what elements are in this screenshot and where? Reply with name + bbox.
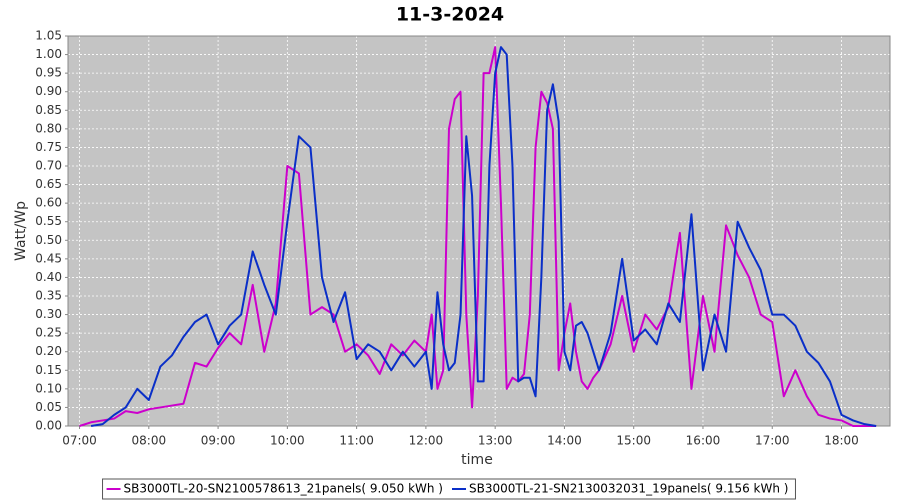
x-tick-label: 07:00 bbox=[62, 434, 97, 448]
y-tick-label: 0.75 bbox=[35, 140, 62, 154]
y-tick-label: 0.05 bbox=[35, 400, 62, 414]
y-tick-label: 0.85 bbox=[35, 103, 62, 117]
x-tick-label: 08:00 bbox=[132, 434, 167, 448]
legend: SB3000TL-20-SN2100578613_21panels( 9.050… bbox=[102, 478, 796, 500]
y-tick-label: 0.15 bbox=[35, 363, 62, 377]
x-tick-label: 12:00 bbox=[409, 434, 444, 448]
series-line bbox=[79, 46, 877, 427]
x-tick-label: 16:00 bbox=[686, 434, 721, 448]
y-tick-label: 0.95 bbox=[35, 66, 62, 80]
y-tick-label: 0.60 bbox=[35, 196, 62, 210]
y-tick-label: 0.00 bbox=[35, 419, 62, 433]
chart-title: 11-3-2024 bbox=[396, 4, 504, 26]
y-tick-label: 0.80 bbox=[35, 121, 62, 135]
y-tick-label: 0.90 bbox=[35, 84, 62, 98]
x-tick-label: 14:00 bbox=[547, 434, 582, 448]
y-tick-label: 0.40 bbox=[35, 270, 62, 284]
y-tick-label: 0.35 bbox=[35, 289, 62, 303]
x-tick-label: 17:00 bbox=[755, 434, 790, 448]
x-tick-label: 15:00 bbox=[616, 434, 651, 448]
y-tick-label: 0.25 bbox=[35, 326, 62, 340]
y-tick-label: 0.20 bbox=[35, 344, 62, 358]
x-tick-label: 11:00 bbox=[339, 434, 374, 448]
y-tick-label: 0.30 bbox=[35, 307, 62, 321]
y-tick-label: 0.50 bbox=[35, 233, 62, 247]
y-tick-label: 1.05 bbox=[35, 29, 62, 43]
y-tick-label: 0.65 bbox=[35, 177, 62, 191]
y-tick-label: 0.45 bbox=[35, 251, 62, 265]
legend-box bbox=[102, 478, 796, 500]
x-tick-label: 13:00 bbox=[478, 434, 513, 448]
x-axis-label: time bbox=[461, 452, 493, 468]
x-tick-label: 10:00 bbox=[270, 434, 305, 448]
y-axis-label: Watt/Wp bbox=[13, 201, 29, 261]
y-tick-label: 1.00 bbox=[35, 47, 62, 61]
legend-label: SB3000TL-20-SN2100578613_21panels( 9.050… bbox=[124, 482, 443, 496]
y-tick-label: 0.55 bbox=[35, 214, 62, 228]
legend-label: SB3000TL-21-SN2130032031_19panels( 9.156… bbox=[469, 482, 788, 496]
x-tick-label: 09:00 bbox=[201, 434, 236, 448]
plot-border bbox=[67, 35, 891, 427]
y-tick-label: 0.10 bbox=[35, 381, 62, 395]
y-tick-label: 0.70 bbox=[35, 159, 62, 173]
x-tick-label: 18:00 bbox=[824, 434, 859, 448]
series-line bbox=[90, 46, 877, 427]
